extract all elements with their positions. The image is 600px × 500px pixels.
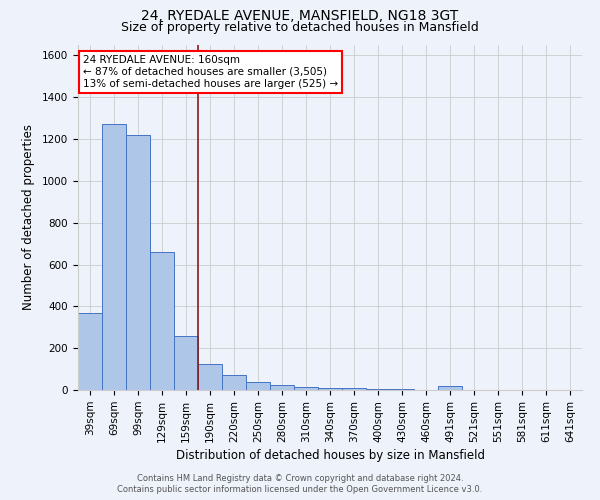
- Text: Contains HM Land Registry data © Crown copyright and database right 2024.
Contai: Contains HM Land Registry data © Crown c…: [118, 474, 482, 494]
- Bar: [222, 376, 246, 390]
- Bar: [174, 336, 198, 390]
- Bar: [270, 385, 294, 390]
- Y-axis label: Number of detached properties: Number of detached properties: [22, 124, 35, 310]
- Bar: [318, 388, 342, 390]
- Text: 24, RYEDALE AVENUE, MANSFIELD, NG18 3GT: 24, RYEDALE AVENUE, MANSFIELD, NG18 3GT: [142, 9, 458, 23]
- X-axis label: Distribution of detached houses by size in Mansfield: Distribution of detached houses by size …: [176, 449, 485, 462]
- Bar: [126, 135, 150, 390]
- Bar: [102, 124, 126, 390]
- Bar: [438, 386, 462, 390]
- Text: Size of property relative to detached houses in Mansfield: Size of property relative to detached ho…: [121, 21, 479, 34]
- Bar: [342, 388, 366, 390]
- Bar: [78, 312, 102, 390]
- Text: 24 RYEDALE AVENUE: 160sqm
← 87% of detached houses are smaller (3,505)
13% of se: 24 RYEDALE AVENUE: 160sqm ← 87% of detac…: [83, 56, 338, 88]
- Bar: [366, 389, 390, 390]
- Bar: [150, 252, 174, 390]
- Bar: [246, 382, 270, 390]
- Bar: [294, 387, 318, 390]
- Bar: [198, 364, 222, 390]
